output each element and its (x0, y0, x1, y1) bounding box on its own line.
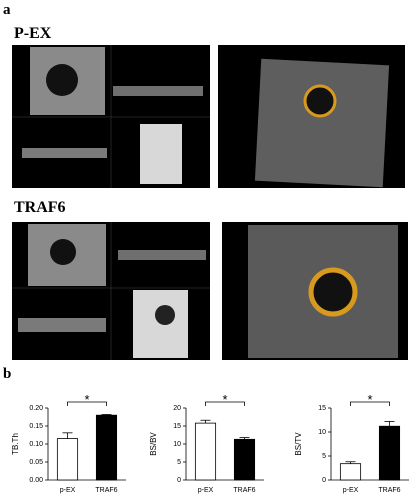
y-axis-label: BS/TV (294, 432, 303, 456)
significance-bracket (205, 401, 245, 406)
significance-label: * (222, 392, 227, 407)
y-tick-label: 0 (177, 477, 181, 484)
y-tick-label: 10 (318, 429, 326, 436)
y-axis-label: BS/BV (149, 432, 158, 456)
significance-label: * (367, 392, 372, 407)
x-tick-label: TRAF6 (95, 487, 117, 494)
y-tick-label: 0.05 (29, 459, 43, 466)
y-tick-label: 0 (322, 477, 326, 484)
image-label: P-EX (14, 25, 52, 42)
y-axis-label: TB.Th (11, 433, 20, 455)
y-tick-label: 0.15 (29, 423, 43, 430)
bar (339, 463, 362, 481)
x-tick-label: p-EX (198, 487, 214, 494)
x-tick-label: p-EX (60, 487, 76, 494)
image-label: TRAF6 (14, 199, 66, 216)
y-tick-label: 5 (322, 453, 326, 460)
significance-bracket (350, 401, 390, 406)
y-tick-label: 0.00 (29, 477, 43, 484)
panel-label: a (3, 2, 11, 18)
x-tick-label: TRAF6 (378, 487, 400, 494)
bar (56, 438, 79, 481)
y-tick-label: 0.20 (29, 405, 43, 412)
ct-images-pex (12, 45, 405, 188)
bar (95, 414, 118, 481)
y-tick-label: 20 (173, 405, 181, 412)
panel-label: b (3, 366, 11, 382)
x-tick-label: TRAF6 (233, 487, 255, 494)
y-tick-label: 15 (173, 423, 181, 430)
bar (194, 422, 217, 481)
y-tick-label: 10 (173, 441, 181, 448)
x-tick-label: p-EX (343, 487, 359, 494)
bar (378, 425, 401, 481)
significance-label: * (84, 392, 89, 407)
ct-images-traf6 (12, 222, 408, 360)
y-tick-label: 5 (177, 459, 181, 466)
y-tick-label: 0.10 (29, 441, 43, 448)
y-tick-label: 15 (318, 405, 326, 412)
significance-bracket (67, 401, 107, 406)
bar (233, 438, 256, 481)
